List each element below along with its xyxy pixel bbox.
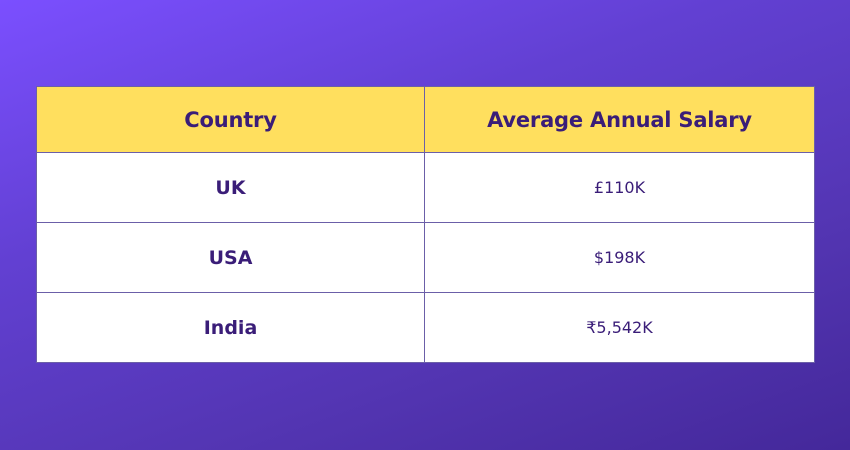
country-cell: USA <box>36 222 425 293</box>
table-row: USA $198K <box>36 222 815 293</box>
column-header-salary: Average Annual Salary <box>424 86 815 153</box>
salary-cell: £110K <box>424 152 815 223</box>
table-row: UK £110K <box>36 152 815 223</box>
country-cell: UK <box>36 152 425 223</box>
salary-cell: ₹5,542K <box>424 292 815 363</box>
country-cell: India <box>36 292 425 363</box>
table-row: India ₹5,542K <box>36 292 815 363</box>
salary-cell: $198K <box>424 222 815 293</box>
column-header-country: Country <box>36 86 425 153</box>
salary-comparison-table: Country Average Annual Salary UK £110K U… <box>36 86 815 363</box>
table-header-row: Country Average Annual Salary <box>36 86 815 153</box>
